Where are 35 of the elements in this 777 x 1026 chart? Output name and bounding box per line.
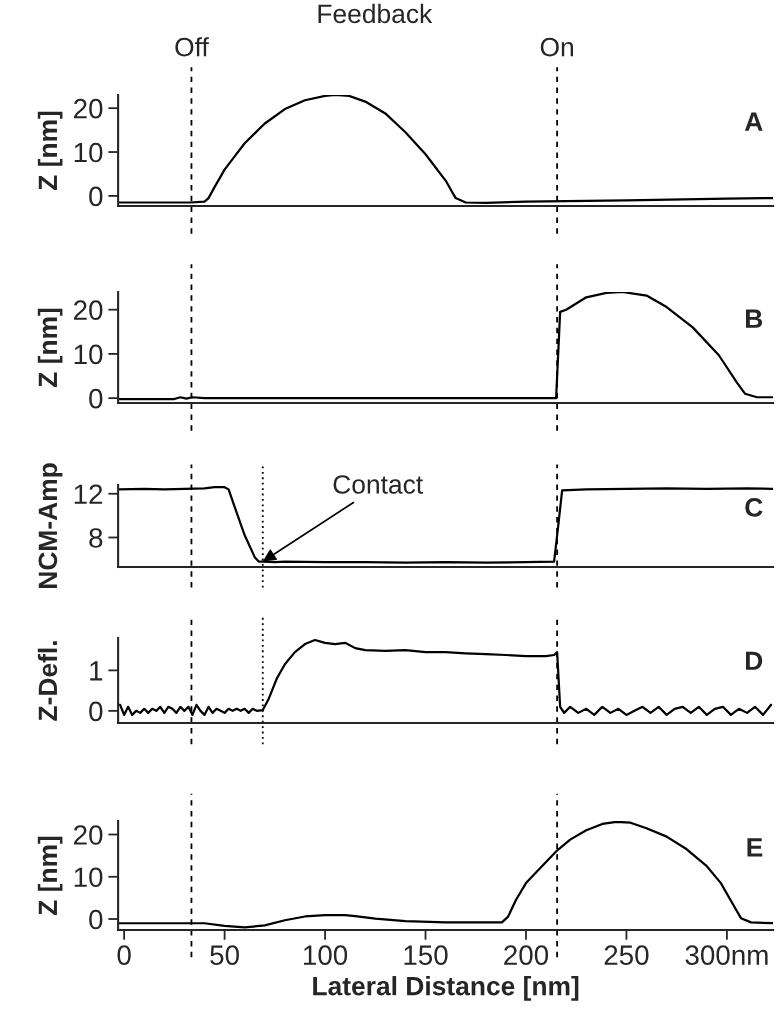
x-tick-label: 300nm bbox=[685, 945, 768, 965]
y-tick-label: 1 bbox=[90, 661, 103, 681]
annotation: B bbox=[746, 309, 763, 328]
annotation: A bbox=[744, 112, 763, 131]
y-tick-label: 0 bbox=[89, 388, 103, 409]
x-tick-label: 100 bbox=[304, 945, 348, 965]
text: Feedback bbox=[318, 3, 433, 24]
y-tick-label: 20 bbox=[74, 300, 103, 321]
y-axis-title: Z [nm] bbox=[37, 308, 63, 388]
x-tick-label: 0 bbox=[117, 945, 131, 965]
ref-line-label: On bbox=[540, 37, 574, 57]
y-tick-label: 20 bbox=[74, 98, 103, 119]
y-tick-label: 0 bbox=[89, 909, 103, 930]
y-axis-title: Z-Defl. bbox=[37, 641, 58, 721]
annotation: C bbox=[745, 498, 763, 517]
annotation: E bbox=[747, 838, 763, 857]
x-tick-label: 200 bbox=[504, 945, 549, 965]
x-tick-label: 50 bbox=[210, 945, 239, 965]
x-tick-label: 250 bbox=[604, 945, 649, 965]
y-axis-title: NCM-Amp bbox=[38, 463, 63, 588]
y-tick-label: 0 bbox=[89, 701, 103, 722]
y-tick-label: 12 bbox=[74, 484, 103, 504]
annotation: D bbox=[746, 651, 763, 670]
ref-line-label: Off bbox=[175, 37, 209, 57]
x-axis-title: Lateral Distance [nm] bbox=[313, 976, 579, 1001]
y-axis-title: Z [nm] bbox=[37, 836, 63, 916]
annotation: Contact bbox=[333, 475, 423, 494]
y-tick-label: 20 bbox=[74, 825, 103, 845]
x-tick-label: 150 bbox=[404, 945, 448, 965]
y-tick-label: 10 bbox=[74, 344, 103, 365]
y-tick-label: 10 bbox=[74, 867, 103, 888]
y-tick-label: 10 bbox=[74, 142, 103, 163]
y-tick-label: 0 bbox=[89, 186, 103, 207]
y-axis-title: Z [nm] bbox=[37, 111, 63, 191]
y-tick-label: 8 bbox=[89, 528, 103, 548]
